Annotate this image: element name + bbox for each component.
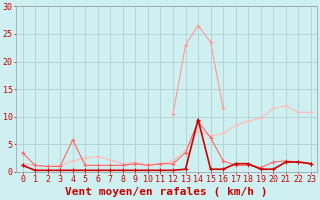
X-axis label: Vent moyen/en rafales ( km/h ): Vent moyen/en rafales ( km/h ) bbox=[66, 187, 268, 197]
